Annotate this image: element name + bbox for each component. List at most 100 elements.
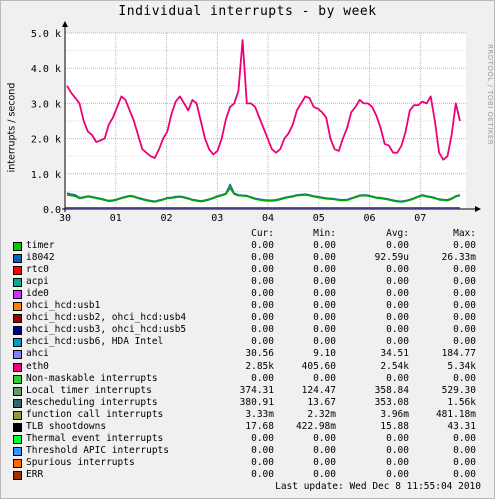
last-update: Last update: Wed Dec 8 11:55:04 2010 — [275, 481, 481, 492]
y-tick-label: 0.0 — [43, 205, 61, 216]
x-tick-label: 02 — [160, 213, 172, 224]
legend-avg-value: 92.59u — [374, 252, 409, 264]
x-axis-arrow — [475, 206, 481, 212]
legend-row: acpi 0.00 0.00 0.00 0.00 — [12, 276, 482, 288]
legend-cur-value: 0.00 — [251, 288, 274, 300]
legend-min-value: 0.00 — [313, 264, 336, 276]
legend-max-value: 5.34k — [447, 360, 476, 372]
legend-avg-value: 0.00 — [386, 276, 409, 288]
legend-min-value: 0.00 — [313, 456, 336, 468]
legend-cur-value: 0.00 — [251, 444, 274, 456]
legend-avg-value: 353.08 — [374, 396, 409, 408]
legend-label: rtc0 — [26, 264, 49, 276]
legend-label: Threshold APIC interrupts — [26, 444, 169, 456]
x-tick-label: 30 — [59, 213, 71, 224]
legend-swatch — [13, 458, 22, 468]
legend-avg-value: 0.00 — [386, 456, 409, 468]
legend-label: Local timer interrupts — [26, 384, 152, 396]
legend-max-value: 0.00 — [453, 300, 476, 312]
legend-avg-value: 15.88 — [380, 420, 409, 432]
legend-cur-value: 0.00 — [251, 324, 274, 336]
y-tick-label: 3.0 k — [31, 99, 61, 110]
legend-avg-value: 0.00 — [386, 300, 409, 312]
legend-min-value: 0.00 — [313, 372, 336, 384]
legend-row: Rescheduling interrupts 380.91 13.67 353.08… — [12, 397, 482, 409]
legend-label: ahci — [26, 348, 49, 360]
legend-header: Cur: Min: Avg: Max: — [12, 228, 482, 240]
legend-cur-value: 0.00 — [251, 264, 274, 276]
legend-row: i8042 0.00 0.00 92.59u 26.33m — [12, 252, 482, 264]
legend-label: ide0 — [26, 288, 49, 300]
legend-swatch — [13, 290, 22, 300]
y-tick-label: 2.0 k — [31, 135, 61, 146]
header-cur: Cur: — [251, 228, 274, 239]
legend-min-value: 0.00 — [313, 324, 336, 336]
legend-swatch — [13, 422, 22, 432]
legend-cur-value: 0.00 — [251, 300, 274, 312]
legend-cur-value: 0.00 — [251, 276, 274, 288]
legend-swatch — [13, 266, 22, 276]
header-min: Min: — [313, 228, 336, 239]
legend-row: ide0 0.00 0.00 0.00 0.00 — [12, 288, 482, 300]
legend: Cur: Min: Avg: Max: timer 0.00 0.00 0.00 0.0… — [12, 228, 482, 481]
legend-cur-value: 0.00 — [251, 252, 274, 264]
legend-min-value: 0.00 — [313, 468, 336, 480]
legend-max-value: 481.18m — [435, 408, 476, 420]
legend-min-value: 0.00 — [313, 276, 336, 288]
x-tick-label: 01 — [110, 213, 122, 224]
legend-swatch — [13, 374, 22, 384]
y-tick-label: 1.0 k — [31, 170, 61, 181]
legend-swatch — [13, 470, 22, 480]
chart-plot: 0.0 1.0 k 2.0 k 3.0 k 4.0 k 5.0 k 30 01 02 03 04 05… — [31, 21, 481, 224]
y-tick-label: 4.0 k — [31, 64, 61, 75]
legend-row: ahci 30.56 9.10 34.51 184.77 — [12, 348, 482, 360]
legend-min-value: 422.98m — [295, 420, 336, 432]
legend-swatch — [13, 362, 22, 372]
legend-min-value: 0.00 — [313, 432, 336, 444]
legend-avg-value: 0.00 — [386, 432, 409, 444]
legend-row: TLB shootdowns 17.68 422.98m 15.88 43.31 — [12, 421, 482, 433]
legend-avg-value: 0.00 — [386, 312, 409, 324]
legend-row: function call interrupts 3.33m 2.32m 3.96m 4… — [12, 409, 482, 421]
header-max: Max: — [453, 228, 476, 239]
legend-max-value: 26.33m — [441, 252, 476, 264]
legend-cur-value: 0.00 — [251, 456, 274, 468]
legend-label: i8042 — [26, 252, 55, 264]
legend-cur-value: 0.00 — [251, 240, 274, 252]
legend-avg-value: 0.00 — [386, 444, 409, 456]
legend-max-value: 43.31 — [447, 420, 476, 432]
legend-max-value: 0.00 — [453, 276, 476, 288]
legend-min-value: 0.00 — [313, 312, 336, 324]
legend-max-value: 0.00 — [453, 444, 476, 456]
legend-min-value: 13.67 — [307, 396, 336, 408]
x-tick-label: 07 — [414, 213, 426, 224]
legend-label: Spurious interrupts — [26, 456, 135, 468]
legend-label: ohci_hcd:usb3, ohci_hcd:usb5 — [26, 324, 187, 336]
legend-max-value: 0.00 — [453, 240, 476, 252]
legend-max-value: 0.00 — [453, 324, 476, 336]
legend-swatch — [13, 434, 22, 444]
legend-avg-value: 0.00 — [386, 336, 409, 348]
legend-max-value: 0.00 — [453, 372, 476, 384]
legend-label: eth0 — [26, 360, 49, 372]
legend-label: ohci_hcd:usb2, ohci_hcd:usb4 — [26, 312, 187, 324]
legend-avg-value: 0.00 — [386, 372, 409, 384]
legend-avg-value: 0.00 — [386, 264, 409, 276]
legend-min-value: 9.10 — [313, 348, 336, 360]
legend-swatch — [13, 350, 22, 360]
legend-cur-value: 0.00 — [251, 336, 274, 348]
series-line — [66, 187, 461, 203]
legend-min-value: 0.00 — [313, 444, 336, 456]
y-axis-arrow — [62, 21, 68, 27]
legend-cur-value: 380.91 — [239, 396, 274, 408]
legend-cur-value: 30.56 — [245, 348, 274, 360]
series-line — [66, 39, 461, 161]
legend-cur-value: 0.00 — [251, 312, 274, 324]
legend-max-value: 1.56k — [447, 396, 476, 408]
legend-avg-value: 3.96m — [380, 408, 409, 420]
legend-row: timer 0.00 0.00 0.00 0.00 — [12, 240, 482, 252]
legend-label: timer — [26, 240, 55, 252]
legend-swatch — [13, 398, 22, 408]
legend-min-value: 0.00 — [313, 240, 336, 252]
legend-label: function call interrupts — [26, 408, 164, 420]
